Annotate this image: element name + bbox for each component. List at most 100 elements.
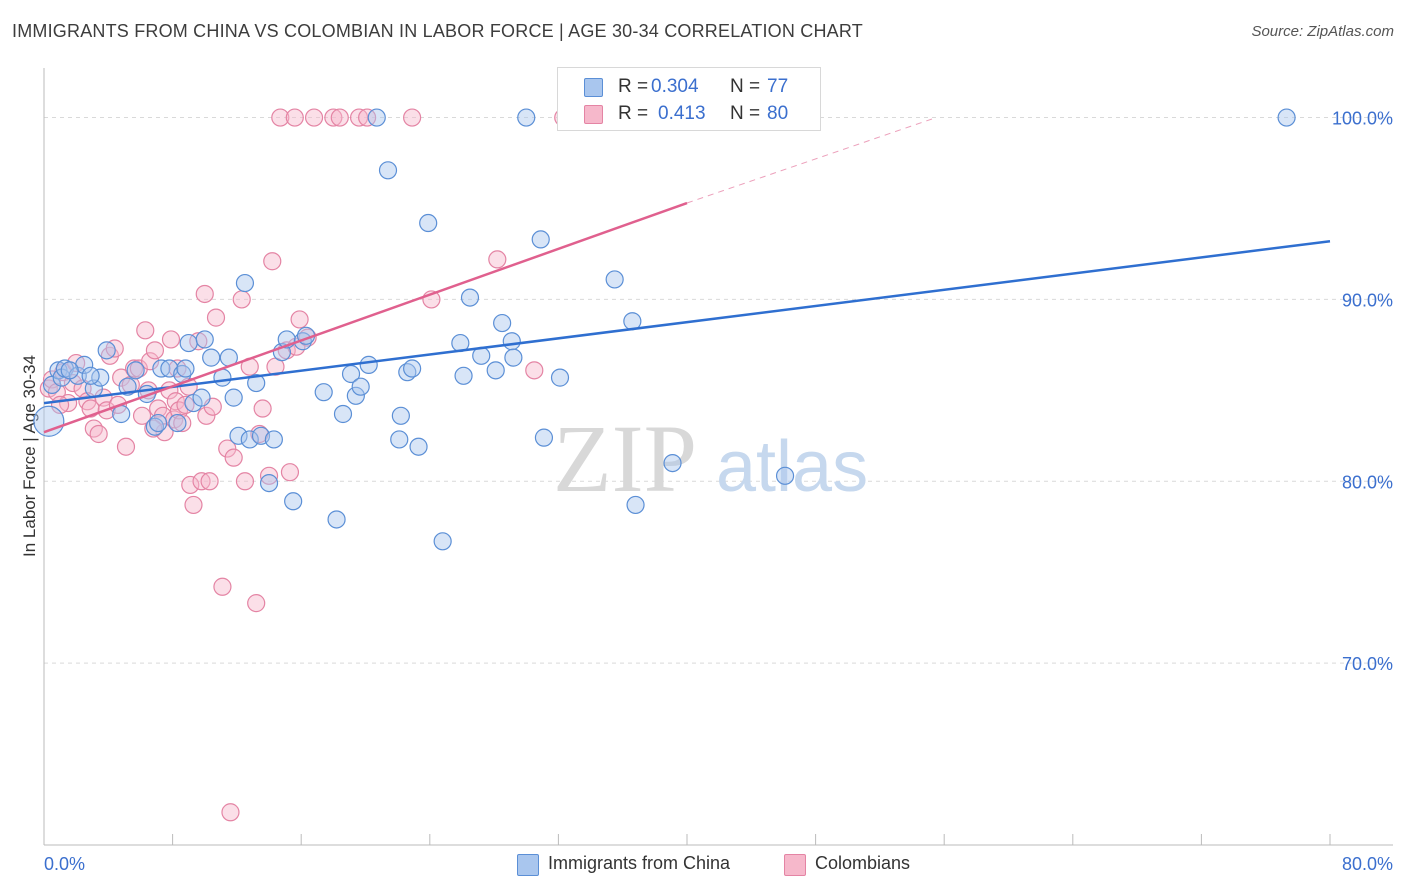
colombian-point xyxy=(181,475,200,495)
china-point xyxy=(346,386,365,405)
colombian-point xyxy=(155,423,174,442)
x-tick-label: 0.0% xyxy=(44,854,85,874)
china-point xyxy=(502,332,521,351)
x-tick-label: 80.0% xyxy=(1342,854,1393,874)
colombian-point xyxy=(271,108,290,127)
china-point xyxy=(359,355,378,374)
china-point xyxy=(626,495,645,515)
colombian-r-value: 0.413 xyxy=(658,103,706,124)
china-legend-label: Immigrants from China xyxy=(548,853,731,873)
china-point xyxy=(1277,108,1296,127)
china-n-value: 77 xyxy=(767,76,789,97)
china-point xyxy=(493,313,512,333)
china-point xyxy=(454,366,473,385)
china-point xyxy=(550,368,570,387)
y-tick-label: 70.0% xyxy=(1342,654,1393,674)
china-point xyxy=(391,406,410,425)
china-point xyxy=(179,333,198,353)
colombian-point xyxy=(358,108,377,127)
china-point xyxy=(517,108,536,127)
china-point xyxy=(367,108,386,127)
colombian-trend-line xyxy=(43,201,688,434)
china-trend-line xyxy=(43,239,1331,405)
colombian-point xyxy=(129,359,148,378)
colombian-point xyxy=(132,406,152,425)
trend-lines xyxy=(43,117,1331,434)
colombian-point xyxy=(232,290,251,309)
colombian-point xyxy=(84,419,103,438)
colombian-point xyxy=(403,108,422,127)
colombian-point xyxy=(197,406,216,425)
chart-title: IMMIGRANTS FROM CHINA VS COLOMBIAN IN LA… xyxy=(12,21,863,41)
colombian-point xyxy=(304,108,324,127)
china-point xyxy=(460,288,480,307)
china-point xyxy=(176,359,195,378)
colombian-point xyxy=(330,108,349,127)
china-point xyxy=(81,366,100,385)
colombian-point xyxy=(140,352,160,371)
china-point xyxy=(531,230,550,249)
watermark-zip: ZIP xyxy=(553,405,697,512)
china-point xyxy=(378,161,398,180)
colombian-point xyxy=(145,341,165,360)
china-point xyxy=(229,426,248,445)
china-point xyxy=(247,373,266,393)
colombian-point xyxy=(235,472,255,491)
colombian-point xyxy=(184,495,203,515)
colombian-legend-swatch xyxy=(784,854,806,876)
colombian-point xyxy=(89,424,108,444)
axes xyxy=(43,68,1393,846)
china-point xyxy=(486,361,505,380)
colombian-point xyxy=(285,108,304,127)
china-point xyxy=(224,388,243,407)
china-point xyxy=(403,359,422,378)
source-label: Source: ZipAtlas.com xyxy=(1251,23,1394,40)
china-point xyxy=(433,532,452,551)
china-points xyxy=(33,108,1296,551)
gridlines xyxy=(44,117,1393,664)
x-ticks xyxy=(43,834,1331,845)
china-point xyxy=(605,270,624,289)
china-point xyxy=(97,341,116,360)
china-point xyxy=(126,361,145,380)
x-tick-labels: 0.0% 80.0% xyxy=(44,854,1393,874)
colombian-point xyxy=(112,368,131,387)
china-point xyxy=(202,348,221,367)
y-tick-label: 100.0% xyxy=(1332,109,1393,129)
china-point xyxy=(504,348,523,367)
colombian-n-value: 80 xyxy=(767,103,789,124)
colombian-legend-label: Colombians xyxy=(815,853,911,873)
watermark-atlas: atlas xyxy=(716,427,868,507)
colombian-point xyxy=(525,361,544,380)
colombian-point xyxy=(218,439,237,458)
china-point xyxy=(390,430,409,449)
china-point xyxy=(259,473,279,493)
y-tick-label: 90.0% xyxy=(1342,290,1393,310)
watermark: ZIP atlas xyxy=(553,405,868,512)
china-point xyxy=(195,330,214,349)
china-r-label: R = xyxy=(618,76,649,97)
colombian-point xyxy=(290,310,309,329)
colombian-points xyxy=(39,108,573,822)
china-legend-swatch xyxy=(517,854,539,876)
china-point xyxy=(333,404,353,424)
china-point xyxy=(235,273,255,293)
colombian-point xyxy=(253,399,272,418)
colombian-point xyxy=(280,463,300,482)
colombian-point xyxy=(161,330,181,349)
china-point xyxy=(314,383,333,402)
colombian-point xyxy=(136,321,155,340)
china-point xyxy=(327,510,346,529)
colombian-point xyxy=(173,413,192,433)
china-swatch xyxy=(584,78,603,97)
china-point xyxy=(409,437,428,456)
china-point xyxy=(192,388,211,407)
china-point xyxy=(419,213,438,233)
colombian-point xyxy=(116,437,136,456)
colombian-point xyxy=(213,577,232,596)
colombian-n-label: N = xyxy=(730,103,761,124)
colombian-r-label: R = xyxy=(618,103,649,124)
colombian-point xyxy=(324,108,343,127)
colombian-point xyxy=(259,466,279,485)
